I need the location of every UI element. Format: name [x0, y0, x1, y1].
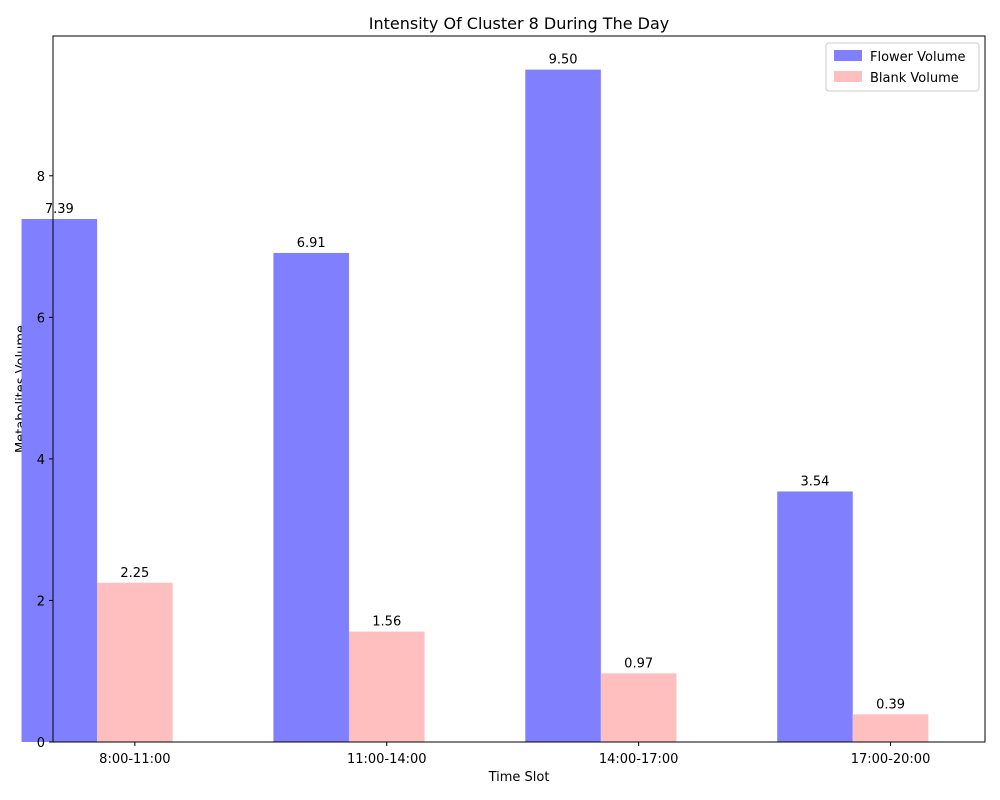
y-tick-label: 8 [37, 170, 45, 185]
legend-label: Flower Volume [870, 50, 966, 65]
bar-blank-1 [348, 631, 425, 742]
legend: Flower Volume Blank Volume [825, 42, 980, 92]
x-tick-label: 17:00-20:00 [851, 752, 931, 767]
y-tick-label: 6 [37, 311, 45, 326]
y-tick-label: 0 [37, 736, 45, 751]
bar-blank-3 [852, 714, 929, 742]
legend-swatch-flower [834, 50, 862, 61]
x-tick-label: 8:00-11:00 [99, 752, 170, 767]
data-label: 0.39 [876, 697, 905, 712]
data-label: 0.97 [624, 656, 653, 671]
bar-flower-2 [525, 69, 601, 743]
legend-label: Blank Volume [870, 71, 959, 86]
bar-flower-3 [777, 491, 853, 742]
bar-flower-0 [21, 218, 98, 743]
legend-swatch-blank [834, 71, 862, 82]
x-tick-label: 14:00-17:00 [599, 752, 679, 767]
y-tick-label: 4 [37, 453, 45, 468]
y-tick-label: 2 [37, 594, 45, 609]
data-label: 2.25 [120, 566, 149, 581]
data-label: 6.91 [297, 236, 326, 251]
x-tick-label: 11:00-14:00 [347, 752, 427, 767]
data-label: 1.56 [372, 615, 401, 630]
bar-flower-1 [273, 252, 349, 742]
bar-blank-0 [97, 582, 173, 742]
data-label: 3.54 [800, 474, 829, 489]
chart-title: Intensity Of Cluster 8 During The Day [369, 14, 669, 33]
data-label: 7.39 [45, 202, 74, 217]
plot-frame [52, 35, 986, 743]
bar-blank-2 [600, 673, 677, 742]
data-label: 9.50 [549, 53, 578, 68]
plot-area: 7.39 6.91 9.50 3.54 2.25 1.56 0.97 0.39 0 2 4 6 8 8:0… [21, 35, 986, 767]
x-axis-title: Time Slot [488, 770, 550, 785]
legend-box [825, 42, 980, 92]
